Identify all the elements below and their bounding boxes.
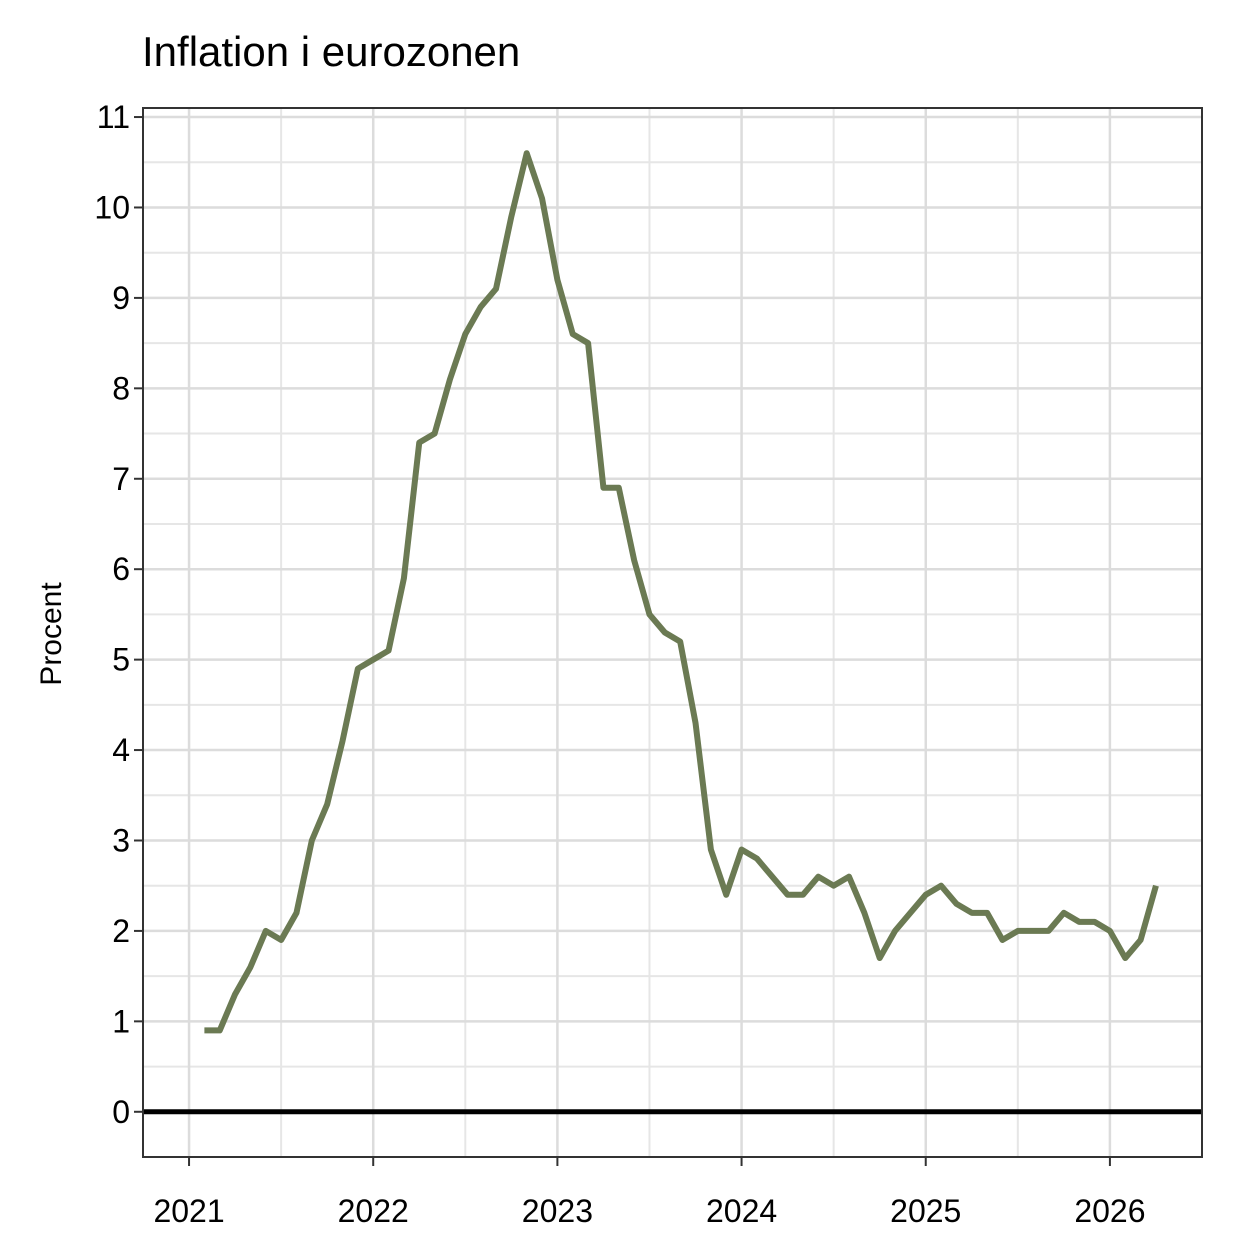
y-tick-label: 11 xyxy=(97,99,130,135)
y-tick-label: 4 xyxy=(112,732,130,768)
x-tick-label: 2026 xyxy=(1074,1193,1145,1229)
y-axis: 0 1 2 3 4 5 6 7 8 9 10 11 xyxy=(94,99,143,1130)
y-tick-label: 3 xyxy=(112,822,130,858)
y-tick-label: 9 xyxy=(112,280,130,316)
y-tick-label: 8 xyxy=(112,370,130,406)
y-tick-label: 5 xyxy=(112,642,130,678)
x-tick-label: 2021 xyxy=(153,1193,224,1229)
y-tick-label: 2 xyxy=(112,913,130,949)
x-tick-label: 2023 xyxy=(522,1193,593,1229)
x-axis: 2021 2022 2023 2024 2025 2026 xyxy=(153,1157,1146,1229)
y-tick-label: 6 xyxy=(112,551,130,587)
y-tick-label: 7 xyxy=(112,461,130,497)
x-tick-label: 2022 xyxy=(338,1193,409,1229)
y-tick-label: 10 xyxy=(94,189,130,225)
x-tick-label: 2024 xyxy=(706,1193,777,1229)
y-tick-label: 1 xyxy=(112,1003,130,1039)
plot-frame xyxy=(142,107,1203,1158)
x-tick-label: 2025 xyxy=(890,1193,961,1229)
y-axis-title: Procent xyxy=(35,582,68,686)
chart-title: Inflation i eurozonen xyxy=(142,28,521,75)
grid xyxy=(143,108,1202,1158)
y-tick-label: 0 xyxy=(112,1094,130,1130)
series-line-inflation xyxy=(204,150,1159,1034)
